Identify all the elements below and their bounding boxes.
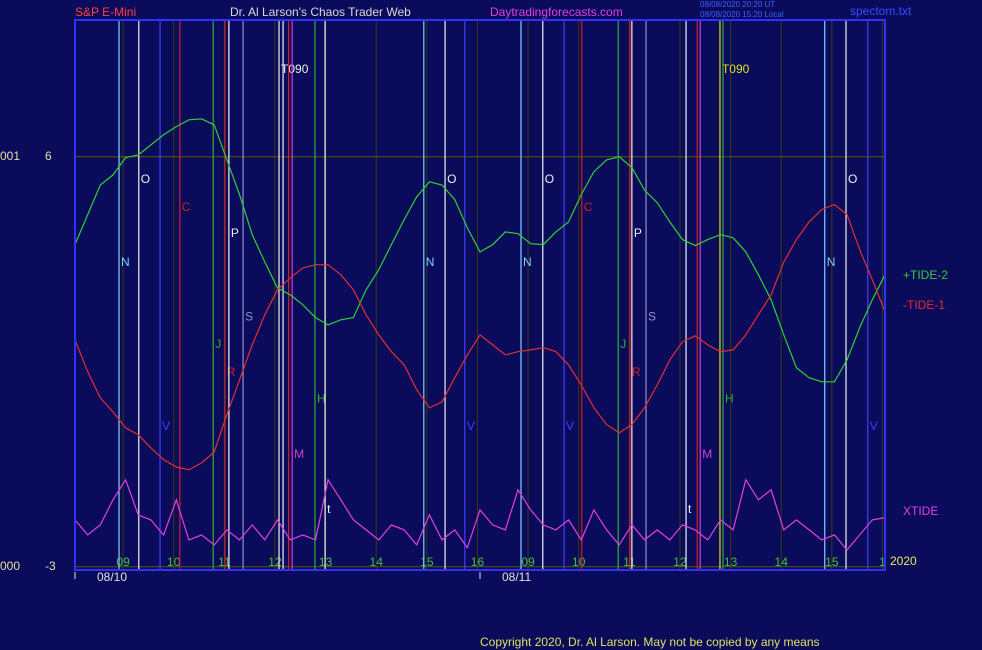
event-label: M — [702, 447, 712, 461]
x-tick-label: 09 — [521, 555, 535, 569]
x-tick-label: 09 — [116, 555, 130, 569]
x-tick-label: 15 — [825, 555, 839, 569]
x-tick-label: 1 — [879, 555, 886, 569]
event-label: N — [121, 255, 130, 269]
event-label: P — [634, 226, 642, 240]
plot-border — [74, 19, 886, 571]
site: Daytradingforecasts.com — [490, 5, 623, 19]
event-label: V — [566, 419, 574, 433]
event-label: T090 — [722, 62, 750, 76]
event-label: T090 — [281, 62, 309, 76]
legend-label: XTIDE — [903, 504, 938, 518]
event-label: R — [632, 365, 641, 379]
event-label: N — [827, 255, 836, 269]
event-label: O — [848, 172, 857, 186]
x-tick-label: 13 — [724, 555, 738, 569]
y-tick-prefix: 000 — [0, 559, 20, 573]
event-label: C — [182, 200, 191, 214]
x-tick-label: 14 — [775, 555, 789, 569]
event-label: O — [545, 172, 554, 186]
event-label: V — [467, 419, 475, 433]
event-label: P — [231, 226, 239, 240]
event-label: C — [584, 200, 593, 214]
chart-title: Dr. Al Larson's Chaos Trader Web — [230, 5, 411, 19]
x-tick-label: 16 — [471, 555, 485, 569]
date-label: 08/11 — [502, 570, 531, 584]
legend-label: +TIDE-2 — [903, 268, 948, 282]
x-tick-label: 10 — [167, 555, 181, 569]
x-tick-label: 14 — [370, 555, 384, 569]
event-label: t — [327, 502, 331, 516]
y-tick-label: -3 — [45, 559, 56, 573]
copyright: Copyright 2020, Dr. Al Larson. May not b… — [480, 635, 820, 649]
timestamp: 08/08/2020 15:20 Local — [700, 10, 784, 19]
x-tick-label: 12 — [673, 555, 687, 569]
legend-label: -TIDE-1 — [903, 298, 945, 312]
event-label: S — [245, 310, 253, 324]
event-label: R — [227, 365, 236, 379]
x-tick-label: 13 — [319, 555, 333, 569]
instrument: S&P E-Mini — [75, 5, 136, 19]
event-label: S — [648, 310, 656, 324]
y-tick-prefix: 001 — [0, 149, 20, 163]
timestamp: 08/08/2020 20:20 UT — [700, 0, 775, 9]
event-label: M — [294, 447, 304, 461]
y-tick-label: 6 — [45, 149, 52, 163]
event-label: t — [688, 502, 692, 516]
event-label: N — [523, 255, 532, 269]
event-label: O — [141, 172, 150, 186]
event-label: V — [162, 419, 170, 433]
event-label: H — [317, 392, 326, 406]
event-label: V — [870, 419, 878, 433]
date-label: 08/10 — [97, 570, 127, 584]
event-label: J — [620, 337, 626, 351]
event-label: H — [725, 392, 734, 406]
event-label: J — [215, 337, 221, 351]
series-line — [74, 478, 886, 551]
series-line — [74, 118, 886, 383]
event-label: O — [447, 172, 456, 186]
event-label: N — [426, 255, 435, 269]
file-name: spectom.txt — [850, 4, 912, 18]
series-line — [74, 203, 886, 471]
year: 2020 — [890, 554, 917, 568]
